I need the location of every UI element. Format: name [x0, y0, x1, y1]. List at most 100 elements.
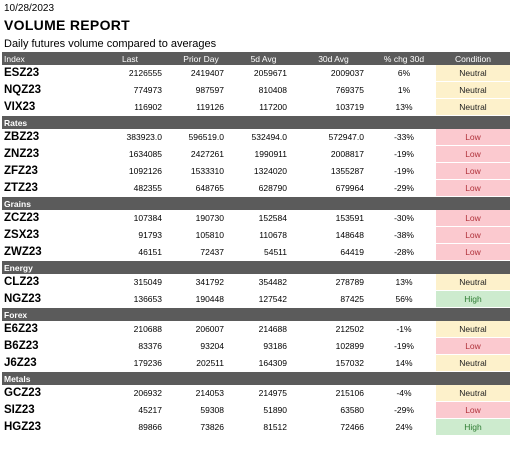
section-header: Energy — [2, 260, 510, 274]
table-row: E6Z23 210688 206007 214688 212502 -1% Neutral — [2, 321, 510, 338]
symbol-cell: ZBZ23 — [2, 129, 90, 146]
symbol-cell: ZCZ23 — [2, 210, 90, 227]
condition-badge: Neutral — [436, 98, 510, 116]
table-row: B6Z23 83376 93204 93186 102899 -19% Low — [2, 337, 510, 355]
symbol-cell: B6Z23 — [2, 337, 90, 355]
prior-day-cell: 2419407 — [170, 65, 232, 82]
prior-day-cell: 648765 — [170, 179, 232, 197]
col-header-30d-avg: 30d Avg — [295, 52, 372, 65]
last-cell: 89866 — [90, 418, 170, 436]
pct-chg-cell: -19% — [372, 145, 436, 163]
last-cell: 45217 — [90, 401, 170, 419]
symbol-cell: J6Z23 — [2, 354, 90, 372]
prior-day-cell: 190448 — [170, 290, 232, 308]
pct-chg-cell: 6% — [372, 65, 436, 82]
avg-5d-cell: 532494.0 — [232, 129, 295, 146]
symbol-cell: HGZ23 — [2, 418, 90, 436]
last-cell: 482355 — [90, 179, 170, 197]
avg-5d-cell: 152584 — [232, 210, 295, 227]
avg-5d-cell: 214975 — [232, 385, 295, 402]
col-header-prior-day: Prior Day — [170, 52, 232, 65]
symbol-cell: ZWZ23 — [2, 243, 90, 261]
avg-30d-cell: 87425 — [295, 290, 372, 308]
prior-day-cell: 2427261 — [170, 145, 232, 163]
pct-chg-cell: -4% — [372, 385, 436, 402]
table-row: ZFZ23 1092126 1533310 1324020 1355287 -19% Low — [2, 162, 510, 180]
avg-30d-cell: 72466 — [295, 418, 372, 436]
avg-30d-cell: 2009037 — [295, 65, 372, 82]
condition-badge: Low — [436, 243, 510, 261]
avg-30d-cell: 769375 — [295, 81, 372, 99]
report-date: 10/28/2023 — [4, 3, 55, 14]
symbol-cell: E6Z23 — [2, 321, 90, 338]
section-header: Rates — [2, 115, 510, 129]
prior-day-cell: 987597 — [170, 81, 232, 99]
pct-chg-cell: -33% — [372, 129, 436, 146]
section-header: Grains — [2, 196, 510, 210]
avg-5d-cell: 127542 — [232, 290, 295, 308]
avg-5d-cell: 54511 — [232, 243, 295, 261]
symbol-cell: VIX23 — [2, 98, 90, 116]
table-row: ESZ23 2126555 2419407 2059671 2009037 6% Neutr… — [2, 65, 510, 82]
symbol-cell: ZTZ23 — [2, 179, 90, 197]
symbol-cell: ESZ23 — [2, 65, 90, 82]
pct-chg-cell: -19% — [372, 162, 436, 180]
col-header-index: Index — [2, 52, 90, 65]
avg-5d-cell: 628790 — [232, 179, 295, 197]
avg-5d-cell: 354482 — [232, 274, 295, 291]
table-row: GCZ23 206932 214053 214975 215106 -4% Neutral — [2, 385, 510, 402]
prior-day-cell: 72437 — [170, 243, 232, 261]
prior-day-cell: 119126 — [170, 98, 232, 116]
avg-5d-cell: 93186 — [232, 337, 295, 355]
pct-chg-cell: -29% — [372, 179, 436, 197]
symbol-cell: GCZ23 — [2, 385, 90, 402]
avg-5d-cell: 164309 — [232, 354, 295, 372]
avg-5d-cell: 810408 — [232, 81, 295, 99]
symbol-cell: ZSX23 — [2, 226, 90, 244]
section-label: Forex — [2, 307, 510, 321]
avg-30d-cell: 278789 — [295, 274, 372, 291]
pct-chg-cell: 56% — [372, 290, 436, 308]
condition-badge: Low — [436, 337, 510, 355]
condition-badge: High — [436, 290, 510, 308]
col-header-pct-chg: % chg 30d — [372, 52, 436, 65]
table-row: HGZ23 89866 73826 81512 72466 24% High — [2, 418, 510, 436]
prior-day-cell: 202511 — [170, 354, 232, 372]
condition-badge: High — [436, 418, 510, 436]
condition-badge: Neutral — [436, 385, 510, 402]
condition-badge: Neutral — [436, 274, 510, 291]
table-row: ZNZ23 1634085 2427261 1990911 2008817 -19% Low — [2, 145, 510, 163]
report-subtitle: Daily futures volume compared to average… — [4, 38, 217, 50]
condition-badge: Low — [436, 226, 510, 244]
prior-day-cell: 214053 — [170, 385, 232, 402]
pct-chg-cell: -29% — [372, 401, 436, 419]
avg-30d-cell: 212502 — [295, 321, 372, 338]
avg-30d-cell: 215106 — [295, 385, 372, 402]
avg-5d-cell: 110678 — [232, 226, 295, 244]
pct-chg-cell: -38% — [372, 226, 436, 244]
condition-badge: Low — [436, 129, 510, 146]
last-cell: 46151 — [90, 243, 170, 261]
symbol-cell: SIZ23 — [2, 401, 90, 419]
avg-5d-cell: 117200 — [232, 98, 295, 116]
section-label: Grains — [2, 196, 510, 210]
last-cell: 210688 — [90, 321, 170, 338]
avg-5d-cell: 1990911 — [232, 145, 295, 163]
section-label: Metals — [2, 371, 510, 385]
table-row: ZCZ23 107384 190730 152584 153591 -30% Low — [2, 210, 510, 227]
last-cell: 179236 — [90, 354, 170, 372]
last-cell: 1634085 — [90, 145, 170, 163]
avg-5d-cell: 51890 — [232, 401, 295, 419]
avg-5d-cell: 2059671 — [232, 65, 295, 82]
last-cell: 83376 — [90, 337, 170, 355]
prior-day-cell: 105810 — [170, 226, 232, 244]
prior-day-cell: 206007 — [170, 321, 232, 338]
table-row: CLZ23 315049 341792 354482 278789 13% Neutral — [2, 274, 510, 291]
last-cell: 2126555 — [90, 65, 170, 82]
pct-chg-cell: 24% — [372, 418, 436, 436]
volume-table: Index Last Prior Day 5d Avg 30d Avg % ch… — [2, 52, 510, 436]
symbol-cell: NGZ23 — [2, 290, 90, 308]
prior-day-cell: 190730 — [170, 210, 232, 227]
avg-30d-cell: 63580 — [295, 401, 372, 419]
prior-day-cell: 59308 — [170, 401, 232, 419]
